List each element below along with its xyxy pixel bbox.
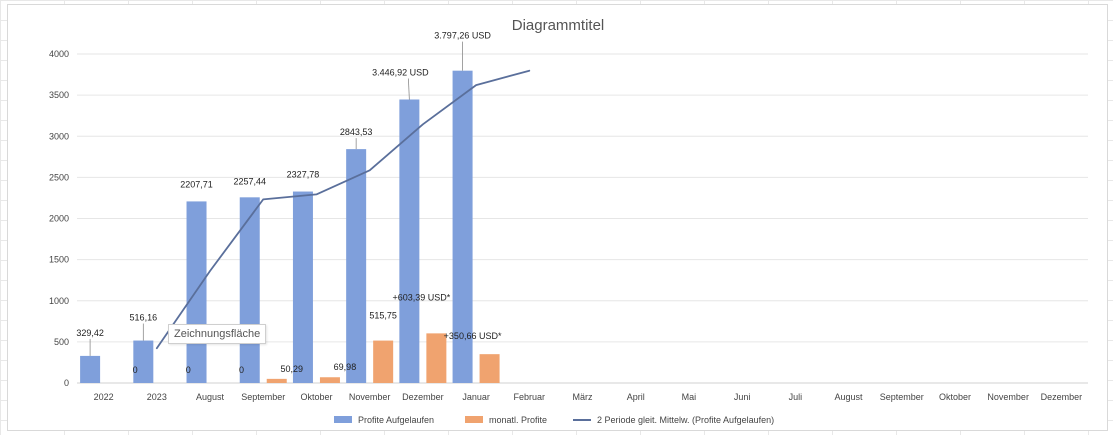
x-tick-label: Dezember bbox=[1041, 392, 1083, 402]
monthly-profit-data-label: 0 bbox=[133, 365, 138, 375]
x-tick-label: Oktober bbox=[939, 392, 971, 402]
x-tick-label: September bbox=[880, 392, 924, 402]
monthly-profit-data-label: 0 bbox=[186, 365, 191, 375]
x-tick-label: April bbox=[627, 392, 645, 402]
y-tick-label: 1500 bbox=[49, 255, 69, 265]
x-tick-label: März bbox=[573, 392, 593, 402]
profit-cumulative-bar bbox=[80, 355, 101, 383]
moving-average-line bbox=[155, 69, 531, 350]
profit-cumulative-data-label: 329,42 bbox=[76, 328, 104, 338]
monthly-profit-data-label: 0 bbox=[239, 365, 244, 375]
x-tick-label: November bbox=[987, 392, 1029, 402]
chart-object[interactable]: Diagrammtitel 0 500 1000 1500 2000 2500 3000 350… bbox=[7, 4, 1108, 431]
profit-cumulative-bar bbox=[452, 70, 473, 384]
x-tick-label: November bbox=[349, 392, 391, 402]
profit-cumulative-data-label: 3.446,92 USD bbox=[372, 67, 429, 77]
y-tick-label: 3000 bbox=[49, 131, 69, 141]
legend-swatch bbox=[465, 416, 483, 423]
profit-cumulative-bar bbox=[346, 149, 367, 383]
x-tick-label: August bbox=[835, 392, 864, 402]
profit-cumulative-data-label: 2207,71 bbox=[180, 179, 213, 189]
x-tick-label: Juni bbox=[734, 392, 751, 402]
profit-cumulative-bar bbox=[399, 99, 420, 383]
y-tick-label: 4000 bbox=[49, 49, 69, 59]
y-tick-label: 2500 bbox=[49, 172, 69, 182]
x-tick-label: 2022 bbox=[94, 392, 114, 402]
x-tick-label: Oktober bbox=[300, 392, 332, 402]
monthly-profit-bar bbox=[266, 378, 287, 383]
monthly-profit-data-label: 69,98 bbox=[334, 362, 357, 372]
profit-cumulative-data-label: 516,16 bbox=[130, 313, 158, 323]
y-tick-label: 0 bbox=[64, 378, 69, 388]
monthly-profit-data-label: +350,66 USD* bbox=[444, 331, 502, 341]
monthly-profit-data-label: 50,29 bbox=[280, 364, 303, 374]
y-tick-label: 3500 bbox=[49, 90, 69, 100]
x-tick-label: Januar bbox=[462, 392, 490, 402]
y-tick-label: 2000 bbox=[49, 214, 69, 224]
x-tick-label: Mai bbox=[682, 392, 697, 402]
legend-label: 2 Periode gleit. Mittelw. (Profite Aufge… bbox=[597, 415, 774, 425]
profit-cumulative-bar bbox=[186, 201, 207, 383]
x-tick-label: September bbox=[241, 392, 285, 402]
x-tick-label: Februar bbox=[514, 392, 546, 402]
profit-cumulative-data-label: 2327,78 bbox=[287, 170, 320, 180]
chart-title: Diagrammtitel bbox=[512, 17, 605, 34]
y-tick-label: 1000 bbox=[49, 296, 69, 306]
x-tick-label: 2023 bbox=[147, 392, 167, 402]
monthly-profit-bar bbox=[319, 377, 340, 383]
y-tick-label: 500 bbox=[54, 337, 69, 347]
data-label-leader-line bbox=[407, 78, 410, 100]
profit-cumulative-data-label: 2257,44 bbox=[233, 176, 266, 186]
chart-area-tooltip: Zeichnungsfläche bbox=[168, 324, 267, 344]
chart-canvas: Diagrammtitel 0 500 1000 1500 2000 2500 3000 350… bbox=[49, 17, 1088, 425]
monthly-profit-data-label: +603,39 USD* bbox=[392, 292, 450, 302]
monthly-profit-bar bbox=[426, 333, 447, 383]
profit-cumulative-data-label: 3.797,26 USD bbox=[434, 31, 491, 41]
legend-label: Profite Aufgelaufen bbox=[358, 415, 434, 425]
profit-cumulative-data-label: 2843,53 bbox=[340, 127, 373, 137]
monthly-profit-data-label: 515,75 bbox=[369, 311, 397, 321]
monthly-profit-bar bbox=[373, 340, 394, 383]
profit-cumulative-bar bbox=[133, 340, 154, 383]
legend-swatch bbox=[334, 416, 352, 423]
profit-cumulative-bar bbox=[239, 197, 260, 383]
profit-cumulative-bar bbox=[292, 191, 313, 383]
x-tick-label: Dezember bbox=[402, 392, 444, 402]
x-tick-label: Juli bbox=[789, 392, 803, 402]
legend-label: monatl. Profite bbox=[489, 415, 547, 425]
x-tick-label: August bbox=[196, 392, 225, 402]
monthly-profit-bar bbox=[479, 354, 500, 383]
